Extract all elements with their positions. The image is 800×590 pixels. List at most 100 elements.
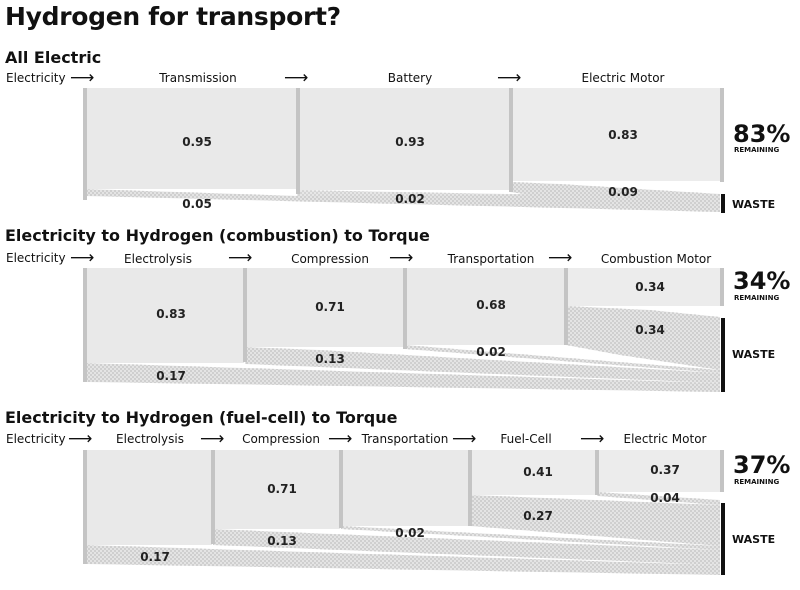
page-title: Hydrogen for transport? [5,2,341,31]
loss-flow [470,495,720,546]
loss-flow [86,545,720,575]
stage-divider [595,450,599,495]
stage-label: Compression [291,252,369,266]
loss-value-label: 0.13 [267,534,297,548]
loss-value-label: 0.34 [635,323,665,337]
waste-label: WASTE [732,348,775,361]
remaining-label: REMAINING [734,478,779,486]
arrow-icon: ⟶ [328,429,353,449]
section-title-all-electric: All Electric [5,48,102,67]
stage-divider [468,450,472,526]
arrow-icon: ⟶ [452,429,477,449]
loss-flow [510,182,720,212]
arrow-icon: ⟶ [389,248,414,268]
loss-value-label: 0.04 [650,491,680,505]
stage-divider [211,450,215,544]
kept-value-label: 0.02 [395,526,425,540]
kept-flow [299,88,510,190]
waste-label: WASTE [732,198,775,211]
arrow-icon: ⟶ [200,429,225,449]
sankey-combustion: 0.83 0.71 0.68 0.34 0.17 0.13 0.02 0.34 … [83,267,790,392]
waste-label: WASTE [732,533,775,546]
kept-flow [86,88,297,189]
kept-flow [471,450,596,495]
kept-value-label: 0.93 [395,135,425,149]
loss-flow [341,526,720,550]
kept-value-label: 0.83 [608,128,638,142]
arrow-icon: ⟶ [548,248,573,268]
loss-value-label: 0.17 [140,550,170,564]
loss-flow [405,345,720,373]
loss-value-label: 0.37 [650,463,680,477]
remaining-percent: 83% [733,120,790,148]
stage-label: Combustion Motor [600,252,712,266]
sankey-fuel-cell: 0.71 0.41 0.37 0.17 0.13 0.02 0.27 0.04 … [83,450,790,575]
stage-label: Electricity [6,71,66,85]
stage-label: Electric Motor [623,432,707,446]
stage-label: Electric Motor [581,71,665,85]
stage-divider [720,268,724,306]
section-title-combustion: Electricity to Hydrogen (combustion) to … [5,226,430,245]
remaining-label: REMAINING [734,146,779,154]
stage-label: Electrolysis [124,252,192,266]
stage-divider [83,450,87,564]
loss-flow [213,529,720,565]
stage-divider [83,268,87,382]
arrow-icon: ⟶ [228,248,253,268]
loss-value-label: 0.27 [523,509,553,523]
kept-flow [214,450,340,529]
stage-label: Compression [242,432,320,446]
kept-flow [567,268,720,306]
kept-value-label: 0.68 [476,298,506,312]
stage-divider [720,88,724,182]
sankey-all-electric: 0.95 0.93 0.83 0.05 0.02 0.09 83% REMAIN… [83,88,790,213]
arrow-icon: ⟶ [497,68,522,88]
stage-divider [403,268,407,349]
kept-flow [86,450,212,545]
remaining-percent: 34% [733,267,790,295]
loss-flow [597,492,720,505]
stage-divider [339,450,343,528]
kept-flow [86,268,244,363]
loss-value-label: 0.02 [395,192,425,206]
arrow-icon: ⟶ [70,248,95,268]
kept-flow [598,450,720,492]
arrow-icon: ⟶ [580,429,605,449]
kept-flow [246,268,404,347]
stage-divider [509,88,513,192]
waste-bar [721,318,725,392]
arrow-icon: ⟶ [284,68,309,88]
stage-divider [720,450,724,492]
waste-bar [721,503,725,575]
stage-label: Electricity [6,251,66,265]
stage-label: Battery [387,71,433,85]
waste-bar [721,194,725,213]
stage-divider [243,268,247,362]
kept-flow [342,450,469,526]
remaining-percent: 37% [733,451,790,479]
loss-value-label: 0.41 [523,465,553,479]
arrow-icon: ⟶ [68,429,93,449]
stage-label: Electrolysis [116,432,184,446]
kept-flow [406,268,565,345]
loss-flow [85,189,720,212]
arrow-icon: ⟶ [70,68,95,88]
loss-flow [566,306,720,370]
stage-label: Electricity [6,432,66,446]
loss-value-label: 0.09 [608,185,638,199]
loss-value-label: 0.05 [182,197,212,211]
stage-label: Transportation [447,252,535,266]
kept-value-label: 0.83 [156,307,186,321]
kept-value-label: 0.34 [635,280,665,294]
stage-label: Transmission [159,71,237,85]
loss-flow [86,363,720,392]
stage-label: Fuel-Cell [500,432,552,446]
section-title-fuel-cell: Electricity to Hydrogen (fuel-cell) to T… [5,408,398,427]
remaining-label: REMAINING [734,294,779,302]
stage-divider [564,268,568,345]
loss-flow [245,347,720,383]
loss-value-label: 0.17 [156,369,186,383]
stage-divider [296,88,300,194]
loss-value-label: 0.13 [315,352,345,366]
